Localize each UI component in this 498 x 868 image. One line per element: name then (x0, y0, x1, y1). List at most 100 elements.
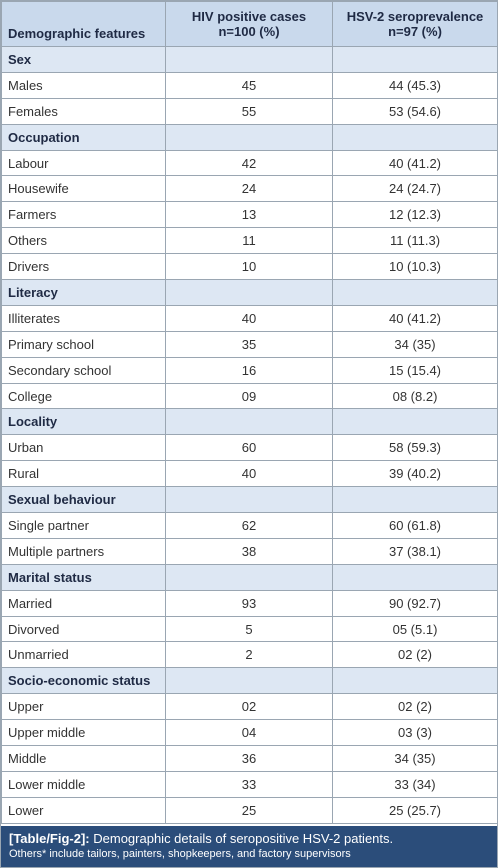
table-row: Urban 60 58 (59.3) (1, 434, 498, 462)
row-hiv-value: 60 (165, 434, 333, 462)
table-row: Males 45 44 (45.3) (1, 71, 498, 99)
table-row: Married 93 90 (92.7) (1, 589, 498, 617)
table-row: Middle 36 34 (35) (1, 745, 498, 772)
row-hiv-value: 55 (165, 97, 333, 125)
section-row: Occupation (1, 123, 498, 151)
row-hsv-value: 34 (35) (332, 330, 498, 358)
row-label: Primary school (1, 330, 166, 358)
row-label: Divorved (1, 615, 166, 643)
row-hiv-value: 11 (165, 227, 333, 255)
section-empty-cell (165, 563, 333, 591)
section-title: Sexual behaviour (1, 486, 166, 514)
table-row: Drivers 10 10 (10.3) (1, 253, 498, 281)
header-hiv-positive: HIV positive cases n=100 (%) (165, 1, 333, 47)
section-empty-cell (332, 279, 498, 306)
row-label: Upper middle (1, 719, 166, 747)
row-hsv-value: 12 (12.3) (332, 201, 498, 229)
table-row: Upper middle 04 03 (3) (1, 719, 498, 747)
row-hiv-value: 62 (165, 512, 333, 539)
row-hiv-value: 93 (165, 589, 333, 617)
row-hsv-value: 40 (41.2) (332, 149, 498, 177)
row-hsv-value: 33 (34) (332, 770, 498, 798)
table-row: Housewife 24 24 (24.7) (1, 175, 498, 203)
row-hsv-value: 53 (54.6) (332, 97, 498, 125)
header-demographic-features: Demographic features (1, 1, 166, 47)
row-hiv-value: 25 (165, 796, 333, 824)
row-label: Unmarried (1, 641, 166, 669)
row-hiv-value: 36 (165, 745, 333, 772)
row-hsv-value: 25 (25.7) (332, 796, 498, 824)
row-label: Illiterates (1, 304, 166, 332)
row-hsv-value: 60 (61.8) (332, 512, 498, 539)
row-hsv-value: 02 (2) (332, 641, 498, 669)
header-hiv-title: HIV positive cases (191, 9, 307, 24)
row-hiv-value: 09 (165, 382, 333, 410)
section-empty-cell (332, 46, 498, 73)
row-hiv-value: 2 (165, 641, 333, 669)
table-row: Labour 42 40 (41.2) (1, 149, 498, 177)
section-title: Occupation (1, 123, 166, 151)
section-empty-cell (332, 123, 498, 151)
row-label: Single partner (1, 512, 166, 539)
caption-tag: [Table/Fig-2]: (9, 831, 90, 846)
row-label: College (1, 382, 166, 410)
table-row: Divorved 5 05 (5.1) (1, 615, 498, 643)
section-title: Socio-economic status (1, 667, 166, 695)
row-hiv-value: 02 (165, 693, 333, 721)
row-label: Rural (1, 460, 166, 488)
row-hsv-value: 05 (5.1) (332, 615, 498, 643)
figure-caption: [Table/Fig-2]: Demographic details of se… (1, 826, 497, 867)
section-title: Marital status (1, 563, 166, 591)
row-label: Urban (1, 434, 166, 462)
table-header: Demographic features HIV positive cases … (1, 1, 498, 47)
row-hiv-value: 5 (165, 615, 333, 643)
row-hiv-value: 38 (165, 537, 333, 565)
caption-text: Demographic details of seropositive HSV-… (89, 831, 394, 846)
caption-title: [Table/Fig-2]: Demographic details of se… (9, 831, 489, 847)
table-row: Secondary school 16 15 (15.4) (1, 356, 498, 384)
section-row: Marital status (1, 563, 498, 591)
row-label: Males (1, 71, 166, 99)
table-row: Lower middle 33 33 (34) (1, 770, 498, 798)
row-hsv-value: 44 (45.3) (332, 71, 498, 99)
row-hsv-value: 90 (92.7) (332, 589, 498, 617)
row-hiv-value: 24 (165, 175, 333, 203)
table-row: Females 55 53 (54.6) (1, 97, 498, 125)
section-empty-cell (165, 486, 333, 514)
table-row: Multiple partners 38 37 (38.1) (1, 537, 498, 565)
section-title: Literacy (1, 279, 166, 306)
row-label: Lower middle (1, 770, 166, 798)
table-body: Sex Males 45 44 (45.3) Females 55 53 (54.6) Occ… (1, 46, 498, 824)
row-hiv-value: 45 (165, 71, 333, 99)
row-label: Drivers (1, 253, 166, 281)
section-empty-cell (165, 123, 333, 151)
row-hsv-value: 15 (15.4) (332, 356, 498, 384)
caption-note: Others* include tailors, painters, shopk… (9, 848, 351, 860)
demographics-table: Demographic features HIV positive cases … (1, 1, 498, 824)
section-empty-cell (165, 408, 333, 436)
row-hsv-value: 39 (40.2) (332, 460, 498, 488)
row-label: Multiple partners (1, 537, 166, 565)
row-hsv-value: 10 (10.3) (332, 253, 498, 281)
table-row: Primary school 35 34 (35) (1, 330, 498, 358)
row-hiv-value: 10 (165, 253, 333, 281)
row-label: Married (1, 589, 166, 617)
row-label: Females (1, 97, 166, 125)
row-hiv-value: 33 (165, 770, 333, 798)
row-label: Secondary school (1, 356, 166, 384)
row-hsv-value: 37 (38.1) (332, 537, 498, 565)
row-label: Others (1, 227, 166, 255)
row-hsv-value: 34 (35) (332, 745, 498, 772)
section-empty-cell (332, 408, 498, 436)
table-row: Rural 40 39 (40.2) (1, 460, 498, 488)
header-hsv-title: HSV-2 seroprevalence (346, 9, 484, 24)
row-hsv-value: 03 (3) (332, 719, 498, 747)
section-row: Locality (1, 408, 498, 436)
row-hsv-value: 08 (8.2) (332, 382, 498, 410)
row-hsv-value: 24 (24.7) (332, 175, 498, 203)
row-label: Upper (1, 693, 166, 721)
header-hsv2-seroprevalence: HSV-2 seroprevalence n=97 (%) (332, 1, 498, 47)
row-hiv-value: 16 (165, 356, 333, 384)
row-hiv-value: 13 (165, 201, 333, 229)
